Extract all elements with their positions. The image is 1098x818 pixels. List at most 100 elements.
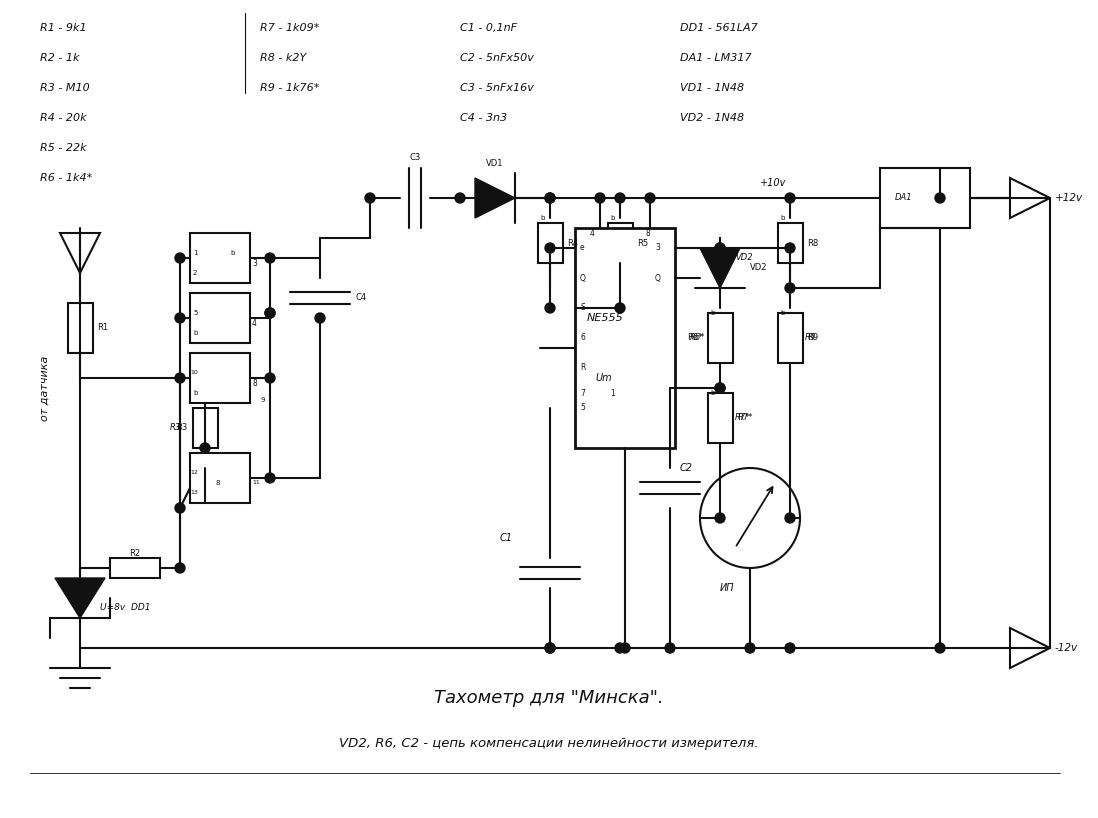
Text: R4 - 20k: R4 - 20k (40, 113, 87, 123)
Bar (607, 223, 632, 263)
Bar (707, 393, 732, 443)
Text: 3: 3 (656, 244, 660, 253)
Circle shape (785, 243, 795, 253)
Text: b: b (780, 310, 784, 316)
Bar (110, 558, 160, 578)
Text: VD2: VD2 (735, 254, 752, 263)
Text: 4: 4 (253, 318, 257, 327)
Circle shape (665, 643, 675, 653)
Circle shape (175, 563, 184, 573)
Bar (777, 223, 803, 263)
Text: NE555: NE555 (587, 313, 624, 323)
Text: e: e (580, 244, 584, 253)
Text: b: b (229, 250, 234, 256)
Circle shape (545, 243, 554, 253)
Circle shape (615, 643, 625, 653)
Text: C2: C2 (680, 463, 693, 473)
Text: R7 - 1k09*: R7 - 1k09* (260, 23, 320, 33)
Bar (190, 293, 250, 343)
Text: R9 - 1k76*: R9 - 1k76* (260, 83, 320, 93)
Text: 8: 8 (215, 480, 220, 486)
Text: DD1 - 561LA7: DD1 - 561LA7 (680, 23, 758, 33)
Bar (879, 168, 970, 228)
Text: R5 - 22k: R5 - 22k (40, 143, 87, 153)
Text: b: b (540, 215, 545, 221)
Text: C4 - 3n3: C4 - 3n3 (460, 113, 507, 123)
Text: C1: C1 (500, 533, 513, 543)
Text: Тахометр для "Минска".: Тахометр для "Минска". (434, 689, 664, 707)
Bar (575, 228, 675, 448)
Bar (192, 408, 217, 448)
Text: b: b (780, 215, 784, 221)
Text: Um: Um (595, 373, 612, 383)
Text: b: b (710, 390, 715, 396)
Bar (190, 353, 250, 403)
Bar (190, 453, 250, 503)
Circle shape (715, 383, 725, 393)
Text: 8: 8 (645, 228, 650, 237)
Circle shape (620, 643, 630, 653)
Text: R8: R8 (807, 239, 819, 248)
Text: R4: R4 (568, 239, 579, 248)
Text: R3 - M10: R3 - M10 (40, 83, 90, 93)
Text: R1: R1 (98, 323, 109, 332)
Text: R9: R9 (805, 334, 816, 343)
Text: 13: 13 (190, 491, 198, 496)
Text: +10v: +10v (760, 178, 786, 188)
Circle shape (935, 643, 945, 653)
Text: DA1: DA1 (895, 194, 912, 203)
Text: R6*: R6* (690, 334, 706, 343)
Text: U=8v  DD1: U=8v DD1 (100, 604, 150, 613)
Text: +12v: +12v (1055, 193, 1083, 203)
Circle shape (715, 243, 725, 253)
Text: R2: R2 (130, 549, 141, 558)
Circle shape (545, 303, 554, 313)
Text: 5: 5 (580, 403, 585, 412)
Text: 1: 1 (193, 250, 198, 256)
Bar (190, 233, 250, 283)
Circle shape (200, 443, 210, 453)
Circle shape (365, 193, 376, 203)
Text: R6 - 1k4*: R6 - 1k4* (40, 173, 92, 183)
Text: 7: 7 (580, 389, 585, 398)
Circle shape (455, 193, 464, 203)
Text: C1 - 0,1nF: C1 - 0,1nF (460, 23, 517, 33)
Text: DA1 - LM317: DA1 - LM317 (680, 53, 752, 63)
Text: C3: C3 (410, 154, 421, 163)
Text: ИП: ИП (720, 583, 735, 593)
Circle shape (935, 193, 945, 203)
Polygon shape (475, 178, 515, 218)
Text: 8: 8 (253, 379, 257, 388)
Text: 4: 4 (590, 228, 595, 237)
Circle shape (715, 383, 725, 393)
Text: R3: R3 (177, 424, 188, 433)
Text: VD2: VD2 (750, 263, 768, 272)
Circle shape (175, 253, 184, 263)
Text: VD2 - 1N48: VD2 - 1N48 (680, 113, 744, 123)
Circle shape (175, 503, 184, 513)
Circle shape (175, 313, 184, 323)
Text: R7*: R7* (735, 414, 751, 423)
Circle shape (785, 643, 795, 653)
Text: Q: Q (656, 273, 661, 282)
Text: b: b (710, 310, 715, 316)
Text: от датчика: от датчика (40, 355, 51, 420)
Text: -12v: -12v (1055, 643, 1078, 653)
Circle shape (545, 193, 554, 203)
Circle shape (615, 303, 625, 313)
Circle shape (265, 253, 274, 263)
Circle shape (545, 193, 554, 203)
Bar (707, 313, 732, 363)
Polygon shape (55, 578, 105, 618)
Text: R1 - 9k1: R1 - 9k1 (40, 23, 87, 33)
Text: C4: C4 (355, 294, 366, 303)
Circle shape (265, 373, 274, 383)
Text: R9: R9 (807, 334, 819, 343)
Text: 12: 12 (190, 470, 198, 475)
Text: 6: 6 (580, 334, 585, 343)
Circle shape (265, 308, 274, 318)
Circle shape (595, 193, 605, 203)
Circle shape (545, 643, 554, 653)
Circle shape (545, 643, 554, 653)
Text: Q: Q (580, 273, 586, 282)
